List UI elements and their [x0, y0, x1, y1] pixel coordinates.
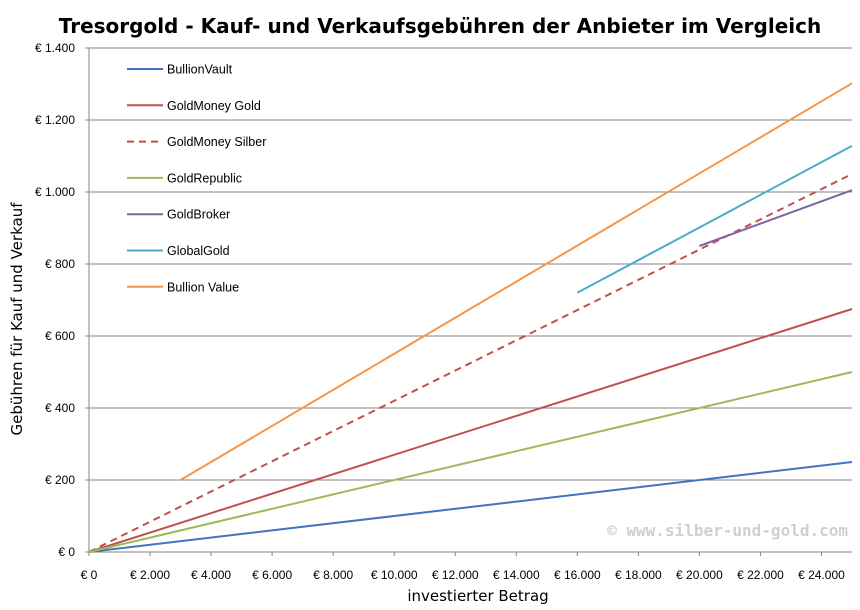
- x-tick-label: € 16.000: [554, 568, 601, 582]
- legend-label-bullionvault: BullionVault: [167, 63, 233, 77]
- legend-label-goldmoney-silber: GoldMoney Silber: [167, 135, 266, 149]
- y-tick-label: € 1.400: [35, 41, 75, 55]
- legend-label-goldmoney-gold: GoldMoney Gold: [167, 99, 261, 113]
- gridlines: [89, 47, 852, 481]
- x-tick-label: € 8.000: [313, 568, 353, 582]
- x-tick-label: € 10.000: [371, 568, 418, 582]
- x-tick-label: € 22.000: [737, 568, 784, 582]
- series-line-goldmoney-gold: [88, 308, 853, 553]
- y-tick-label: € 800: [45, 257, 75, 271]
- series-lines: [88, 82, 853, 553]
- legend-label-goldbroker: GoldBroker: [167, 208, 230, 222]
- x-tick-label: € 4.000: [191, 568, 231, 582]
- x-tick-label: € 18.000: [615, 568, 662, 582]
- y-tick-label: € 600: [45, 329, 75, 343]
- x-tick-label: € 14.000: [493, 568, 540, 582]
- series-line-goldmoney-silber: [88, 173, 853, 553]
- x-axis-ticks: € 0 € 2.000 € 4.000 € 6.000 € 8.000 € 10.000 €…: [81, 552, 845, 582]
- x-tick-label: € 24.000: [798, 568, 845, 582]
- series-line-bullion-value: [180, 82, 853, 481]
- series-line-goldrepublic: [88, 371, 853, 553]
- legend: BullionVault GoldMoney Gold GoldMoney Silb…: [127, 63, 266, 294]
- y-tick-label: € 1.200: [35, 113, 75, 127]
- y-axis-title: Gebühren für Kauf und Verkauf: [8, 202, 26, 436]
- x-tick-label: € 2.000: [130, 568, 170, 582]
- x-axis-title: investierter Betrag: [407, 587, 548, 605]
- legend-label-goldrepublic: GoldRepublic: [167, 171, 242, 185]
- x-tick-label: € 12.000: [432, 568, 479, 582]
- y-tick-label: € 200: [45, 473, 75, 487]
- y-tick-label: € 0: [58, 545, 75, 559]
- series-line-globalgold: [576, 145, 853, 294]
- series-line-goldbroker: [699, 189, 853, 247]
- x-tick-label: € 6.000: [252, 568, 292, 582]
- legend-label-globalgold: GlobalGold: [167, 244, 230, 258]
- x-tick-label: € 20.000: [676, 568, 723, 582]
- x-tick-label: € 0: [81, 568, 98, 582]
- chart-title: Tresorgold - Kauf- und Verkaufsgebühren …: [59, 14, 821, 38]
- watermark: © www.silber-und-gold.com: [607, 521, 848, 540]
- y-tick-label: € 1.000: [35, 185, 75, 199]
- y-axis-ticks: € 0 € 200 € 400 € 600 € 800 € 1.000 € 1.200 € 1…: [35, 41, 89, 559]
- series-line-bullionvault: [88, 461, 853, 553]
- legend-label-bullion-value: Bullion Value: [167, 280, 239, 294]
- y-tick-label: € 400: [45, 401, 75, 415]
